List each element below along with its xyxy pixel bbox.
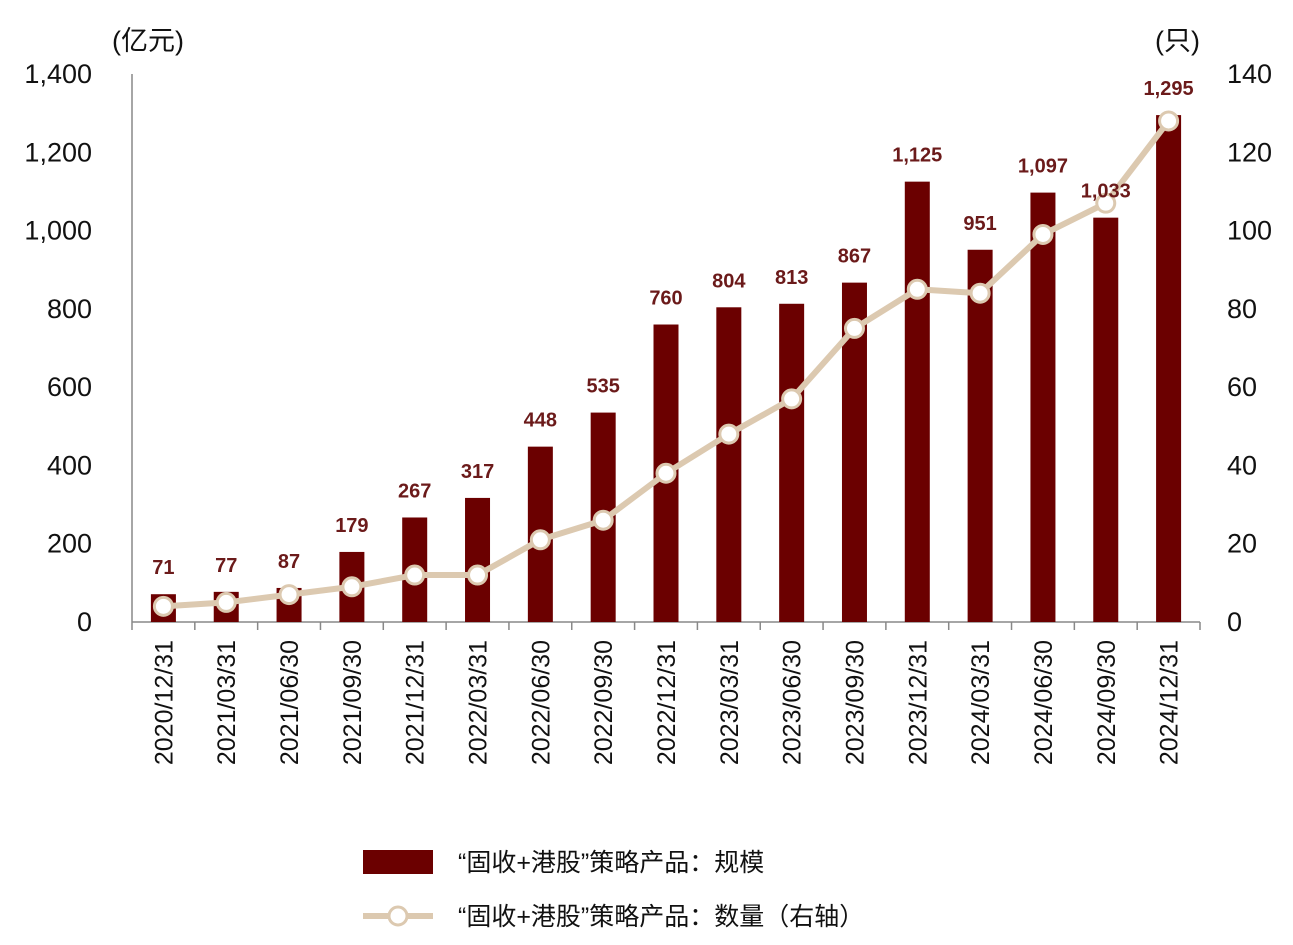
bar (779, 303, 805, 622)
line-point (341, 576, 363, 598)
bar-value-label: 813 (775, 267, 808, 289)
x-tick-label: 2024/03/31 (967, 640, 995, 765)
bar-value-label: 951 (963, 213, 996, 235)
left-tick-label: 1,400 (24, 59, 92, 89)
right-tick-label: 40 (1227, 450, 1257, 480)
bar-value-label: 87 (278, 551, 300, 573)
right-axis-unit: (只) (1155, 26, 1200, 56)
line-point (843, 317, 865, 339)
legend: “固收+港股”策略产品：规模 “固收+港股”策略产品：数量（右轴） (363, 849, 864, 931)
line-point (592, 509, 614, 531)
line-series (152, 110, 1180, 617)
bar (1030, 192, 1056, 623)
x-tick-label: 2024/06/30 (1030, 640, 1058, 765)
left-axis-unit: (亿元) (112, 26, 184, 56)
line-point (152, 595, 174, 617)
axes (131, 74, 1201, 630)
left-tick-label: 200 (47, 529, 92, 559)
x-tick-label: 2022/06/30 (527, 640, 555, 765)
x-tick-label: 2022/03/31 (465, 640, 493, 765)
right-axis-ticks: 0 20 40 60 80 100 120 140 (1227, 59, 1272, 637)
bar-value-label: 760 (649, 288, 682, 310)
bar-value-label: 535 (586, 376, 619, 398)
bar (465, 497, 491, 622)
x-axis-labels: 2020/12/31 2021/03/31 2021/06/30 2021/09/30… (150, 640, 1183, 765)
line-point (1095, 192, 1117, 214)
x-tick-label: 2021/09/30 (339, 640, 367, 765)
line-point (781, 388, 803, 410)
left-tick-label: 1,000 (24, 216, 92, 246)
x-tick-label: 2023/03/31 (716, 640, 744, 765)
x-tick-label: 2021/03/31 (213, 640, 241, 765)
x-tick-label: 2023/06/30 (779, 640, 807, 765)
legend-line-marker (387, 905, 409, 927)
bar (1156, 115, 1182, 622)
right-tick-label: 80 (1227, 294, 1257, 324)
right-tick-label: 120 (1227, 137, 1272, 167)
x-tick-label: 2022/09/30 (590, 640, 618, 765)
line-point (215, 591, 237, 613)
left-tick-label: 800 (47, 294, 92, 324)
bar-value-label: 1,125 (892, 145, 942, 167)
left-tick-label: 1,200 (24, 137, 92, 167)
x-tick-label: 2023/09/30 (841, 640, 869, 765)
right-tick-label: 140 (1227, 59, 1272, 89)
line-point (655, 462, 677, 484)
bar-value-label: 267 (398, 480, 431, 502)
x-tick-label: 2021/06/30 (276, 640, 304, 765)
right-tick-label: 0 (1227, 607, 1242, 637)
x-tick-label: 2021/12/31 (402, 640, 430, 765)
left-tick-label: 600 (47, 372, 92, 402)
bar-value-label: 1,033 (1081, 181, 1131, 203)
bar-value-label: 448 (524, 410, 557, 432)
line-point (404, 564, 426, 586)
bar (716, 307, 742, 622)
right-tick-label: 100 (1227, 216, 1272, 246)
line-point (278, 584, 300, 606)
left-axis-ticks: 0 200 400 600 800 1,000 1,200 1,400 (24, 59, 92, 637)
legend-line-label: “固收+港股”策略产品：数量（右轴） (458, 903, 864, 931)
x-tick-label: 2022/12/31 (653, 640, 681, 765)
bar (904, 181, 930, 622)
right-tick-label: 60 (1227, 372, 1257, 402)
left-tick-label: 400 (47, 450, 92, 480)
bar-value-label: 77 (215, 555, 237, 577)
line-point (467, 564, 489, 586)
bar-value-label: 179 (335, 515, 368, 537)
line-point (529, 529, 551, 551)
data-labels: 71 77 87 179 267 317 448 535 760 804 813 867 1,125 95… (152, 78, 1193, 579)
bar (967, 249, 993, 622)
bar-value-label: 804 (712, 270, 746, 292)
x-tick-label: 2024/12/31 (1156, 640, 1184, 765)
bar-value-label: 1,295 (1144, 78, 1194, 100)
bar (1093, 217, 1119, 622)
x-tick-label: 2024/09/30 (1093, 640, 1121, 765)
left-tick-label: 0 (77, 607, 92, 637)
line-point (718, 423, 740, 445)
line-point (1032, 223, 1054, 245)
bar-value-label: 71 (152, 557, 174, 579)
line-point (1158, 110, 1180, 132)
line-point (906, 278, 928, 300)
bar-value-label: 1,097 (1018, 156, 1068, 178)
bar-value-label: 317 (461, 461, 494, 483)
right-tick-label: 20 (1227, 529, 1257, 559)
line-point (969, 282, 991, 304)
bar-series (150, 115, 1182, 623)
bar-value-label: 867 (838, 246, 871, 268)
legend-bar-swatch (363, 850, 433, 874)
legend-bar-label: “固收+港股”策略产品：规模 (458, 849, 764, 877)
x-tick-label: 2020/12/31 (150, 640, 178, 765)
x-tick-label: 2023/12/31 (904, 640, 932, 765)
